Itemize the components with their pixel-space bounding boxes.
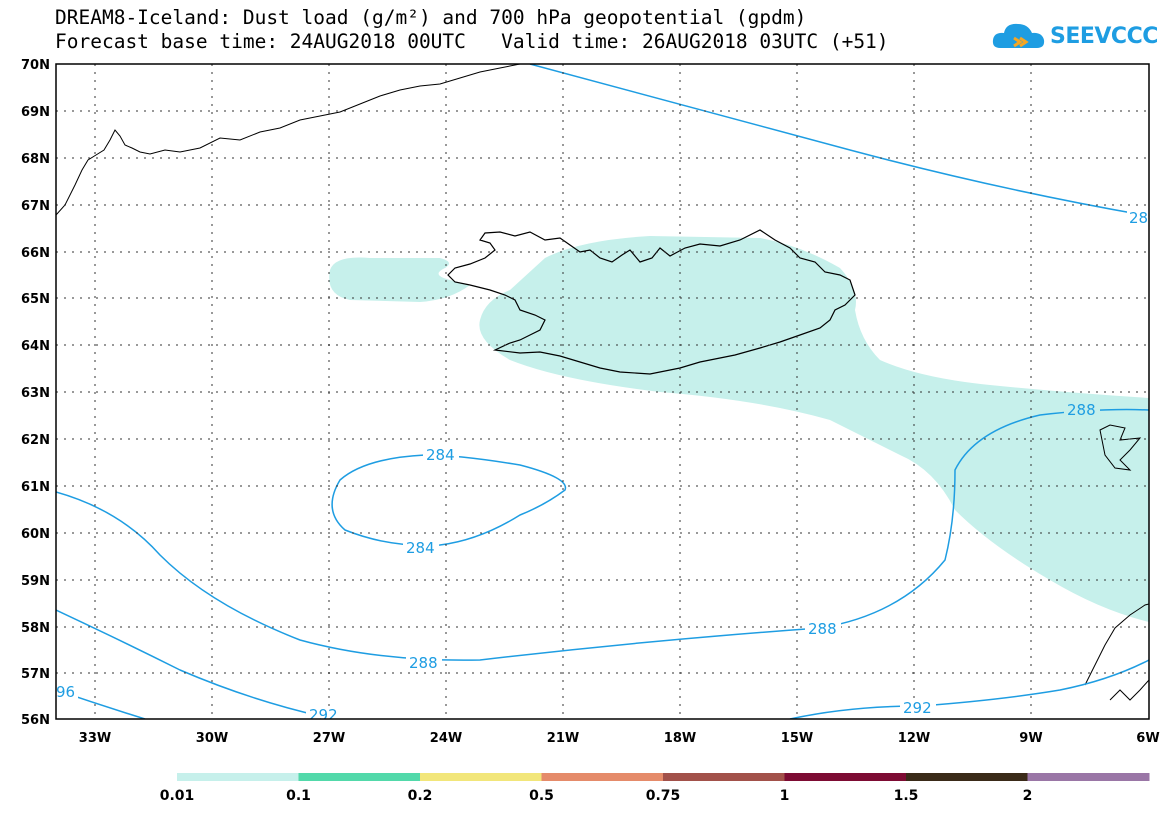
colorbar-swatch (177, 773, 299, 781)
lon-label: 30W (196, 731, 228, 746)
lat-label: 62N (21, 433, 50, 448)
longitude-labels: 33W 30W 27W 24W 21W 18W 15W 12W 9W 6W (79, 731, 1160, 746)
lon-label: 21W (547, 731, 579, 746)
title-line-2: Forecast base time: 24AUG2018 00UTC Vali… (55, 30, 889, 53)
lat-label: 59N (21, 574, 50, 589)
colorbar-label: 1 (780, 788, 790, 804)
lon-label: 33W (79, 731, 111, 746)
contour-292-left (56, 609, 321, 717)
lon-label: 9W (1019, 731, 1042, 746)
lat-label: 70N (21, 58, 50, 73)
greenland-coastline (56, 64, 521, 216)
contour-label: 284 (406, 539, 435, 557)
dust-area-main (479, 236, 1149, 622)
lon-label: 18W (664, 731, 696, 746)
contour-label: 28 (1129, 209, 1148, 227)
colorbar-swatch (420, 773, 542, 781)
contour-288 (56, 408, 1149, 661)
colorbar: 0.01 0.1 0.2 0.5 0.75 1 1.5 2 (160, 773, 1150, 804)
dust-area-west (329, 257, 470, 302)
lat-label: 67N (21, 199, 50, 214)
logo-text: SEEVCCC (1050, 24, 1158, 49)
lat-label: 68N (21, 152, 50, 167)
lon-label: 15W (781, 731, 813, 746)
lat-label: 69N (21, 105, 50, 120)
lat-label: 56N (21, 713, 50, 728)
lat-label: 61N (21, 480, 50, 495)
contour-top (529, 64, 1149, 217)
contour-label: 288 (808, 620, 837, 638)
lat-label: 58N (21, 621, 50, 636)
lat-label: 66N (21, 246, 50, 261)
contour-label: 292 (903, 699, 932, 717)
lat-label: 57N (21, 667, 50, 682)
scotland-coastline (1084, 603, 1149, 701)
contour-label: 292 (309, 706, 338, 724)
colorbar-label: 0.75 (646, 788, 681, 804)
colorbar-label: 0.01 (160, 788, 195, 804)
latitude-labels: 70N 69N 68N 67N 66N 65N 64N 63N 62N 61N … (21, 58, 50, 728)
lat-label: 63N (21, 386, 50, 401)
lat-label: 60N (21, 527, 50, 542)
graticule (56, 64, 1149, 719)
lon-label: 27W (313, 731, 345, 746)
colorbar-label: 0.5 (529, 788, 554, 804)
contour-label: 284 (426, 446, 455, 464)
colorbar-swatch (663, 773, 785, 781)
contour-label: 288 (409, 654, 438, 672)
contour-labels: 284 284 288 288 288 292 292 96 28 (56, 208, 1149, 724)
lon-label: 24W (430, 731, 462, 746)
faroe-islands (1099, 424, 1142, 471)
geopotential-contours (56, 64, 1149, 719)
map-title: DREAM8-Iceland: Dust load (g/m²) and 700… (55, 6, 889, 54)
colorbar-swatch (1027, 773, 1150, 781)
contour-292-right (789, 659, 1149, 719)
colorbar-label: 1.5 (894, 788, 919, 804)
lat-label: 64N (21, 339, 50, 354)
contour-284-ring (331, 454, 567, 547)
contour-label: 96 (56, 683, 75, 701)
title-line-1: DREAM8-Iceland: Dust load (g/m²) and 700… (55, 6, 807, 29)
iceland-coastline (447, 229, 856, 375)
colorbar-swatch (906, 773, 1028, 781)
cloud-icon (992, 23, 1045, 48)
contour-label: 288 (1067, 401, 1096, 419)
colorbar-swatch (541, 773, 664, 781)
lon-label: 12W (898, 731, 930, 746)
colorbar-label: 2 (1023, 788, 1033, 804)
colorbar-swatch (298, 773, 421, 781)
lon-label: 6W (1136, 731, 1159, 746)
colorbar-swatch (784, 773, 907, 781)
colorbar-label: 0.2 (408, 788, 433, 804)
lat-label: 65N (21, 292, 50, 307)
map-frame (55, 63, 1150, 720)
colorbar-label: 0.1 (286, 788, 311, 804)
